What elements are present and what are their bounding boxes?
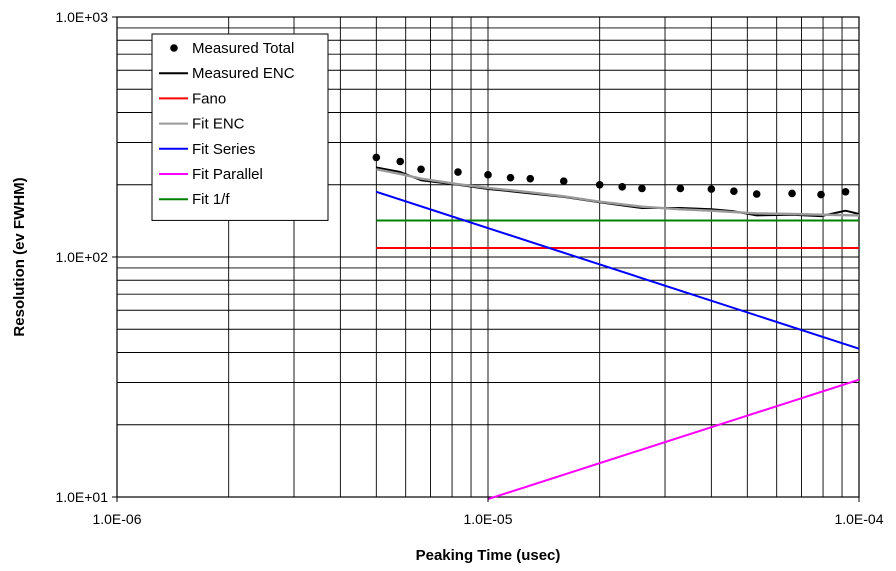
y-axis-title: Resolution (ev FWHM) — [11, 177, 28, 336]
data-point-measured-total — [841, 187, 850, 196]
data-point-measured-total — [788, 189, 796, 198]
legend-label: Fit ENC — [192, 116, 245, 133]
x-tick-label: 1.0E-06 — [92, 511, 141, 527]
data-point-measured-total — [817, 190, 825, 199]
legend-item-measured-total: Measured Total — [170, 40, 294, 57]
data-point-measured-total — [454, 168, 462, 176]
legend-item-fit-enc: Fit ENC — [159, 116, 245, 133]
legend-label: Measured Total — [192, 40, 294, 57]
data-point-measured-total — [676, 184, 685, 193]
series-layer — [372, 153, 860, 501]
series-line-fit-series — [375, 190, 860, 350]
data-point-measured-total — [595, 180, 604, 189]
legend-item-fit-parallel: Fit Parallel — [159, 166, 263, 183]
data-point-measured-total — [396, 157, 405, 166]
legend-marker — [170, 44, 178, 52]
series-line-fit-parallel — [487, 378, 860, 501]
x-axis-title: Peaking Time (usec) — [416, 547, 561, 564]
legend-item-fit-series: Fit Series — [159, 141, 255, 158]
y-tick-label: 1.0E+02 — [55, 249, 108, 265]
legend-label: Fit Parallel — [192, 166, 263, 183]
data-point-measured-total — [559, 177, 568, 185]
legend-label: Fit Series — [192, 141, 255, 158]
legend-label: Measured ENC — [192, 65, 295, 82]
y-tick-label: 1.0E+01 — [55, 489, 108, 505]
data-point-measured-total — [752, 190, 761, 198]
data-point-measured-total — [707, 185, 716, 193]
data-point-measured-total — [484, 171, 492, 179]
legend-item-fano: Fano — [159, 90, 226, 107]
grid-layer — [117, 17, 859, 497]
legend-item-measured-enc: Measured ENC — [159, 65, 295, 82]
data-point-measured-total — [730, 187, 738, 196]
data-point-measured-total — [372, 153, 381, 162]
legend-label: Fano — [192, 90, 226, 107]
data-point-measured-total — [506, 173, 515, 182]
data-point-measured-total — [417, 165, 425, 174]
legend-item-fit-1-f: Fit 1/f — [159, 191, 230, 208]
x-tick-label: 1.0E-05 — [463, 511, 512, 527]
data-point-measured-total — [526, 174, 535, 183]
legend: Measured Total Measured ENC Fano Fit ENC Fit… — [151, 33, 329, 221]
series-line-fit-enc — [376, 168, 860, 217]
tick-layer: 1.0E-06 1.0E-05 1.0E-04 1.0E+01 1.0E+02 1.0E+… — [55, 9, 883, 527]
legend-label: Fit 1/f — [192, 191, 230, 208]
data-point-measured-total — [618, 183, 627, 191]
series-measured-total — [372, 153, 850, 199]
data-point-measured-total — [638, 184, 646, 193]
legend-box — [151, 33, 329, 221]
y-tick-label: 1.0E+03 — [55, 9, 108, 25]
series-line-measured-enc — [376, 166, 860, 218]
x-tick-label: 1.0E-04 — [834, 511, 883, 527]
